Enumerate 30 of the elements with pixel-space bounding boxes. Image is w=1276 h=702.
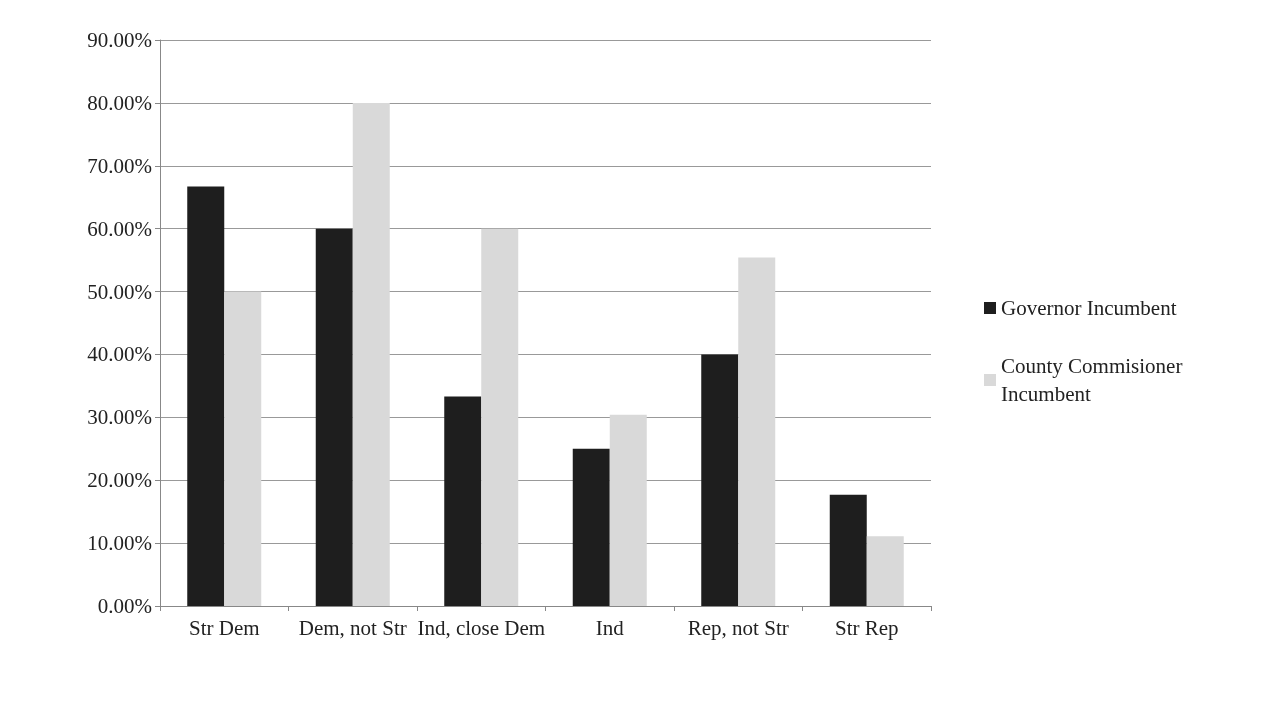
x-tick-label: Dem, not Str [298, 616, 407, 640]
y-tick-label: 80.00% [87, 90, 152, 115]
bar [224, 291, 262, 606]
y-tick-label: 90.00% [87, 28, 152, 52]
bar [701, 354, 739, 606]
bar [609, 414, 647, 606]
x-tick-label: Str Rep [834, 616, 899, 640]
bar [738, 257, 776, 606]
bar [352, 102, 390, 606]
y-tick-label: 0.00% [97, 594, 152, 618]
legend-label: County Commisioner Incumbent [1001, 354, 1183, 406]
y-tick-label: 60.00% [87, 216, 152, 241]
y-tick-label: 50.00% [87, 279, 152, 304]
bar [829, 494, 867, 606]
x-tick-label: Ind, close Dem [417, 616, 546, 640]
bar [481, 228, 519, 606]
bar [572, 448, 610, 606]
y-tick-label: 40.00% [87, 342, 152, 367]
y-tick-label: 10.00% [87, 531, 152, 556]
legend-label: Governor Incumbent [1001, 296, 1177, 320]
y-tick-label: 70.00% [87, 153, 152, 178]
bar [187, 186, 225, 606]
bar [866, 536, 904, 606]
y-tick-label: 30.00% [87, 405, 152, 430]
x-tick-label: Rep, not Str [687, 616, 789, 640]
bar [315, 228, 353, 606]
x-tick-label: Ind [595, 616, 625, 640]
bar [444, 396, 482, 606]
x-tick-label: Str Dem [188, 616, 260, 640]
y-tick-label: 20.00% [87, 468, 152, 493]
